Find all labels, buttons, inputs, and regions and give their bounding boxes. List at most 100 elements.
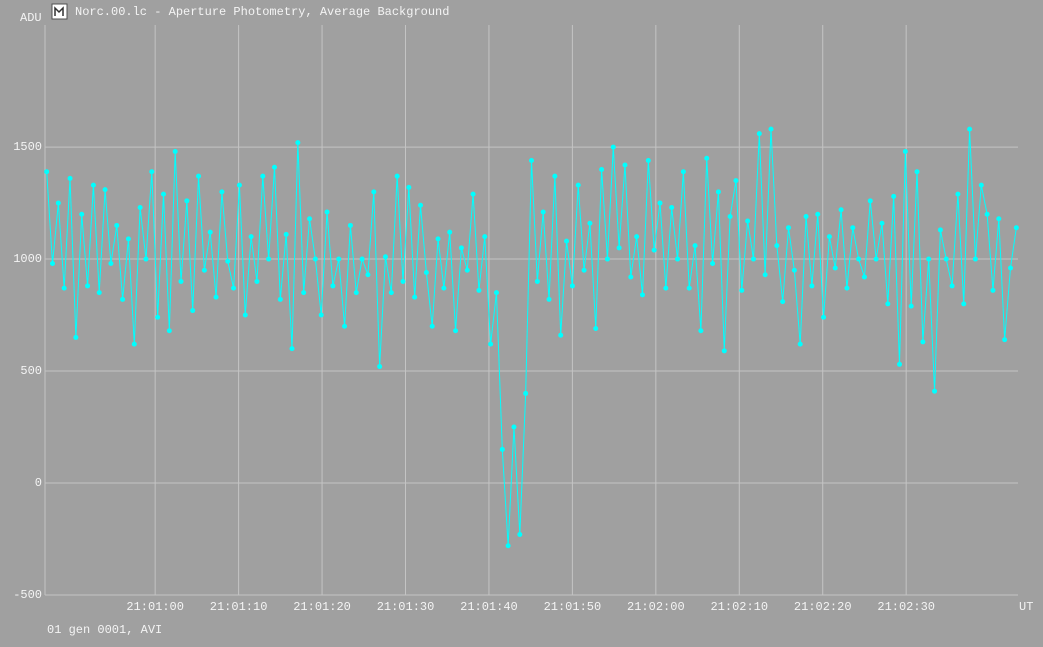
data-point (178, 278, 184, 284)
data-point (698, 328, 704, 334)
data-point (838, 207, 844, 213)
data-point (184, 198, 190, 204)
data-point (529, 158, 534, 164)
data-point (353, 290, 359, 296)
data-point (897, 361, 903, 367)
data-point (967, 126, 973, 132)
data-point (762, 272, 768, 278)
data-point (534, 278, 540, 284)
data-point (780, 299, 786, 305)
data-point (569, 283, 575, 289)
data-point (482, 234, 488, 240)
data-point (978, 182, 984, 188)
data-point (803, 213, 809, 219)
data-point (131, 341, 137, 347)
data-point (961, 301, 967, 307)
x-tick-label: 21:02:00 (627, 600, 685, 614)
data-point (587, 220, 593, 226)
data-point (219, 189, 225, 195)
data-point (137, 205, 143, 211)
x-tick-label: 21:02:30 (877, 600, 935, 614)
data-point (517, 532, 523, 538)
data-point (365, 272, 371, 278)
data-point (242, 312, 248, 318)
y-tick-label: -500 (13, 588, 42, 602)
data-point (67, 175, 73, 181)
x-tick-label: 21:01:50 (544, 600, 602, 614)
data-point (435, 236, 441, 242)
data-point (972, 256, 978, 262)
data-point (610, 144, 616, 150)
data-point (797, 341, 803, 347)
data-point (196, 173, 202, 179)
data-point (721, 348, 727, 354)
data-point (546, 296, 552, 302)
data-point (663, 285, 669, 291)
data-point (540, 209, 546, 215)
data-point (260, 173, 266, 179)
data-point (984, 211, 990, 217)
data-point (564, 238, 570, 244)
data-point (90, 182, 96, 188)
data-point (476, 287, 482, 293)
data-point (160, 191, 166, 197)
app-icon (51, 3, 68, 20)
data-point (44, 169, 50, 175)
data-point (861, 274, 867, 280)
data-point (254, 278, 260, 284)
data-point (85, 283, 91, 289)
y-tick-label: 1000 (13, 252, 42, 266)
data-point (844, 285, 850, 291)
data-point (213, 294, 219, 300)
data-point (289, 346, 295, 352)
data-point (231, 285, 237, 291)
data-point (937, 227, 943, 233)
data-point (815, 211, 821, 217)
data-point (996, 216, 1002, 222)
data-point (225, 258, 231, 264)
data-point (511, 424, 517, 430)
data-point (61, 285, 67, 291)
data-point (657, 200, 663, 206)
data-point (914, 169, 920, 175)
data-point (867, 198, 873, 204)
data-point (248, 234, 254, 240)
data-point (120, 296, 126, 302)
data-point (1007, 265, 1013, 271)
data-point (236, 182, 242, 188)
data-point (324, 209, 330, 215)
data-point (669, 205, 675, 211)
data-point (418, 202, 424, 208)
data-point (593, 325, 599, 331)
data-point (447, 229, 453, 235)
data-point (558, 332, 564, 338)
data-point (902, 149, 908, 155)
data-point (73, 334, 79, 340)
data-point (581, 267, 587, 273)
data-point (307, 216, 313, 222)
data-point (616, 245, 622, 251)
data-point (347, 222, 353, 228)
data-point (394, 173, 400, 179)
data-point (388, 290, 394, 296)
x-tick-label: 21:01:20 (293, 600, 351, 614)
data-point (149, 169, 155, 175)
data-point (791, 267, 797, 273)
x-tick-label: 21:01:30 (377, 600, 435, 614)
data-point (891, 193, 897, 199)
data-point (634, 234, 640, 240)
data-point (505, 543, 511, 549)
data-point (628, 274, 634, 280)
data-point (283, 231, 289, 237)
data-point (330, 283, 336, 289)
data-point (885, 301, 891, 307)
data-point (786, 225, 792, 231)
data-point (955, 191, 961, 197)
data-point (266, 256, 272, 262)
data-point (79, 211, 85, 217)
data-point (639, 292, 645, 298)
data-point (774, 243, 780, 249)
